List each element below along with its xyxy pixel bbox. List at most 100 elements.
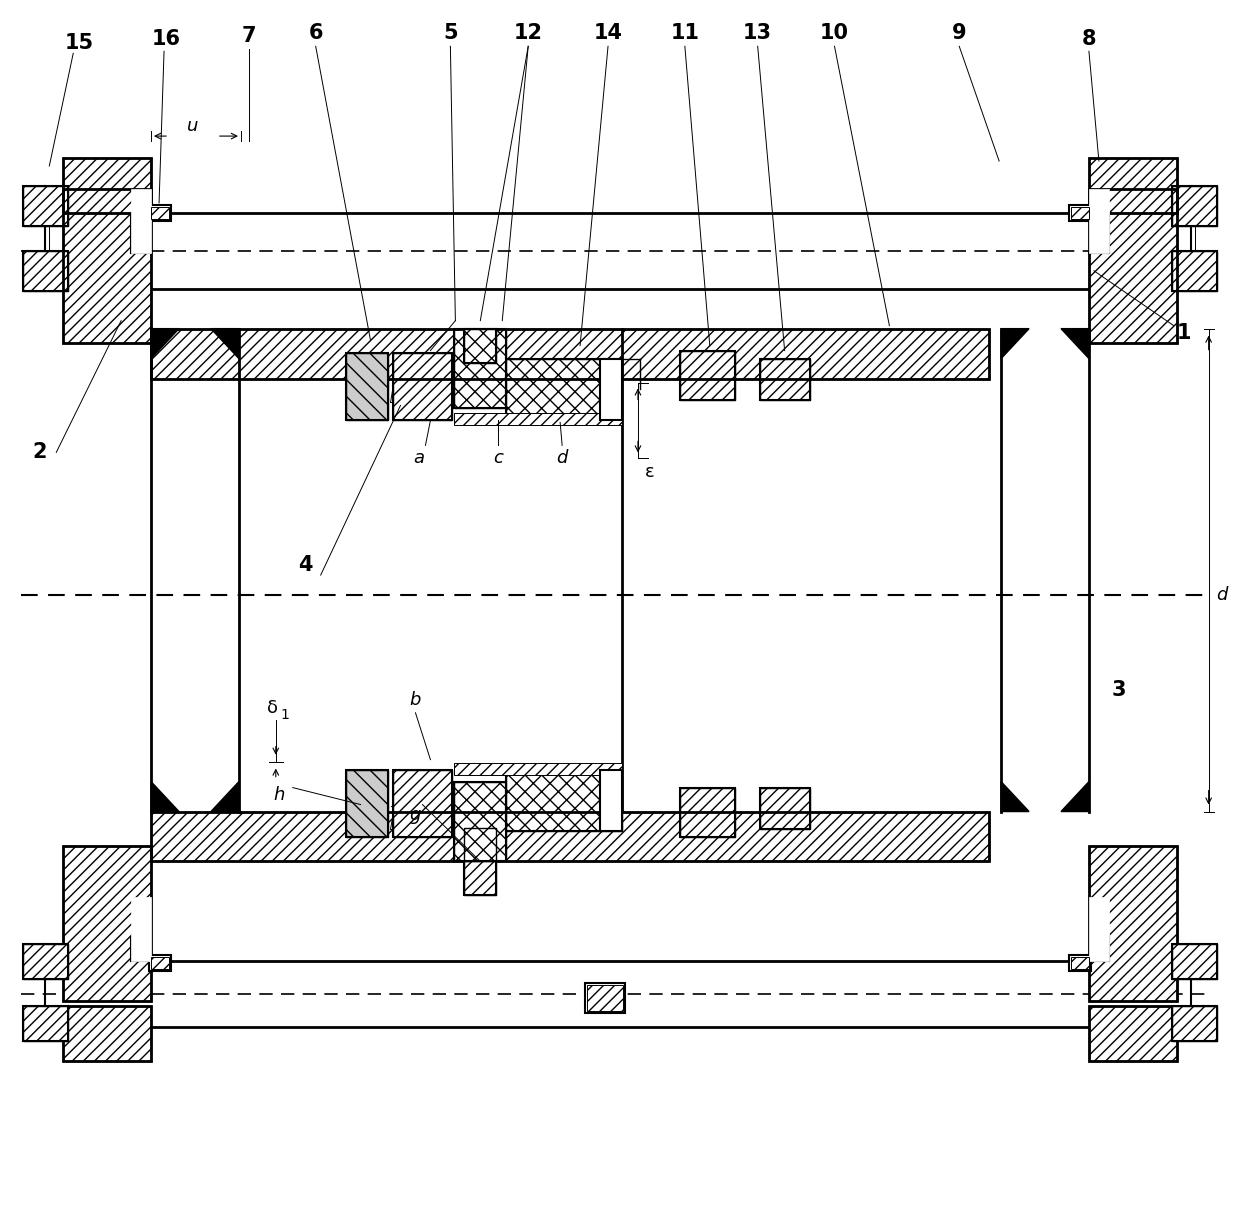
Bar [600,770,622,832]
Bar [1089,189,1177,343]
Bar [454,782,506,861]
Text: 12: 12 [513,23,543,44]
Text: 3: 3 [1111,680,1126,700]
Bar [24,251,68,290]
Bar [1089,847,1177,1002]
Bar [346,770,388,837]
Bar [149,205,171,221]
Polygon shape [151,328,179,359]
Bar [346,353,388,421]
Bar [1089,898,1109,961]
Text: 2: 2 [32,443,47,462]
Text: 8: 8 [1081,29,1096,49]
Bar [1089,159,1177,213]
Bar [151,328,990,378]
Bar [680,350,735,400]
Bar [1172,251,1216,290]
Polygon shape [1061,328,1089,359]
Bar [131,189,151,253]
Bar [760,788,810,830]
Bar [464,328,496,362]
Bar [1089,189,1109,253]
Bar [1172,185,1216,226]
Bar [149,955,171,971]
Bar [1172,185,1216,226]
Bar [1089,1006,1177,1061]
Bar [454,328,506,409]
Bar [587,985,622,1011]
Bar [1172,251,1216,290]
Bar [24,1006,68,1041]
Bar [454,414,622,426]
Bar [24,944,68,980]
Polygon shape [1061,782,1089,811]
Text: u: u [187,117,198,135]
Bar [1089,1006,1177,1061]
Polygon shape [211,782,239,811]
Text: 13: 13 [743,23,773,44]
Bar [151,207,169,218]
Bar [464,827,496,861]
Bar [346,353,388,421]
Bar [1089,159,1177,213]
Text: 14: 14 [594,23,622,44]
Text: ε: ε [645,464,655,482]
Bar [1089,189,1177,343]
Bar [393,770,453,837]
Bar [151,811,990,861]
Text: a: a [413,449,424,467]
Bar [346,770,388,837]
Polygon shape [151,782,179,811]
Polygon shape [1001,328,1029,359]
Bar [454,328,506,409]
Bar [1089,847,1177,1002]
Bar [760,359,810,400]
Text: 15: 15 [64,33,94,54]
Text: d: d [557,449,568,467]
Bar [63,847,151,1002]
Bar [63,189,151,343]
Bar [151,958,169,969]
Bar [24,251,68,290]
Bar [24,1006,68,1041]
Text: 5: 5 [443,23,458,44]
Bar [1069,205,1091,221]
Bar [24,185,68,226]
Bar [393,353,453,421]
Text: 11: 11 [671,23,699,44]
Bar [1172,1006,1216,1041]
Bar [454,782,506,861]
Bar [151,328,990,378]
Bar [760,788,810,830]
Bar [24,185,68,226]
Bar [1069,955,1091,971]
Text: 16: 16 [151,29,181,49]
Bar [680,788,735,837]
Bar [506,359,622,421]
Bar [1071,207,1089,218]
Bar [63,1006,151,1061]
Bar [680,350,735,400]
Text: 4: 4 [299,555,312,575]
Bar [1172,944,1216,980]
Bar [1172,944,1216,980]
Text: g: g [409,805,422,824]
Text: δ: δ [268,699,278,717]
Text: c: c [494,449,503,467]
Bar [63,159,151,213]
Bar [506,359,622,421]
Bar [393,353,453,421]
Text: d: d [1216,586,1228,604]
Bar [24,944,68,980]
Bar [454,762,622,775]
Bar [63,1006,151,1061]
Bar [63,847,151,1002]
Bar [600,359,622,421]
Text: 9: 9 [952,23,966,44]
Bar [464,861,496,895]
Text: 1: 1 [1177,322,1190,343]
Bar [760,359,810,400]
Bar [680,788,735,837]
Bar [151,811,990,861]
Bar [506,770,622,832]
